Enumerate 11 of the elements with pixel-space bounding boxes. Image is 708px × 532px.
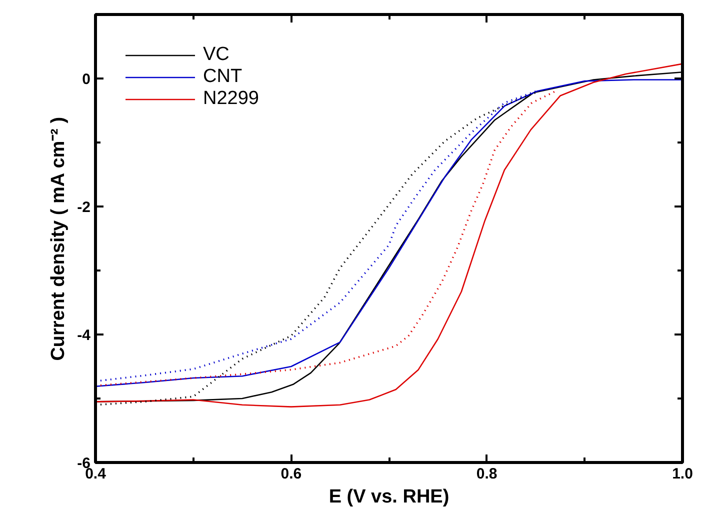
y-tick-label: -4 — [77, 327, 92, 344]
x-axis-title: E (V vs. RHE) — [328, 486, 450, 508]
legend-label: VC — [203, 44, 230, 66]
y-tick-label: 0 — [82, 71, 90, 88]
legend-label: CNT — [203, 66, 242, 88]
x-tick-label: 0.6 — [280, 466, 302, 482]
x-tick-label: 1.0 — [672, 466, 693, 482]
y-axis-title: Current density ( mA cm⁻² ) — [48, 116, 70, 361]
y-tick-label: -2 — [77, 199, 91, 216]
x-tick-label: 0.8 — [476, 466, 498, 482]
legend-label: N2299 — [203, 88, 259, 110]
